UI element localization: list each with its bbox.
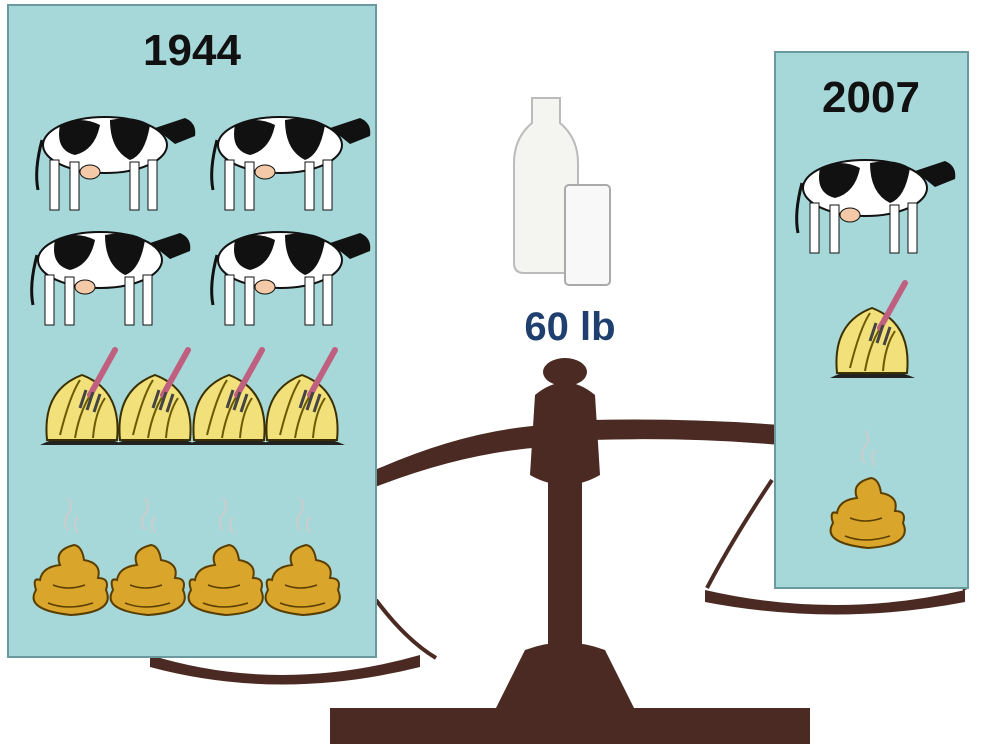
panel-1944: 1944 xyxy=(8,5,376,657)
panel-2007: 2007 xyxy=(775,52,968,588)
milk-label: 60 lb xyxy=(524,305,615,349)
year-label: 2007 xyxy=(822,73,920,122)
year-label: 1944 xyxy=(143,26,241,75)
illustration: 1944 2007 60 lb xyxy=(0,0,984,750)
milk: 60 lb xyxy=(514,98,616,349)
